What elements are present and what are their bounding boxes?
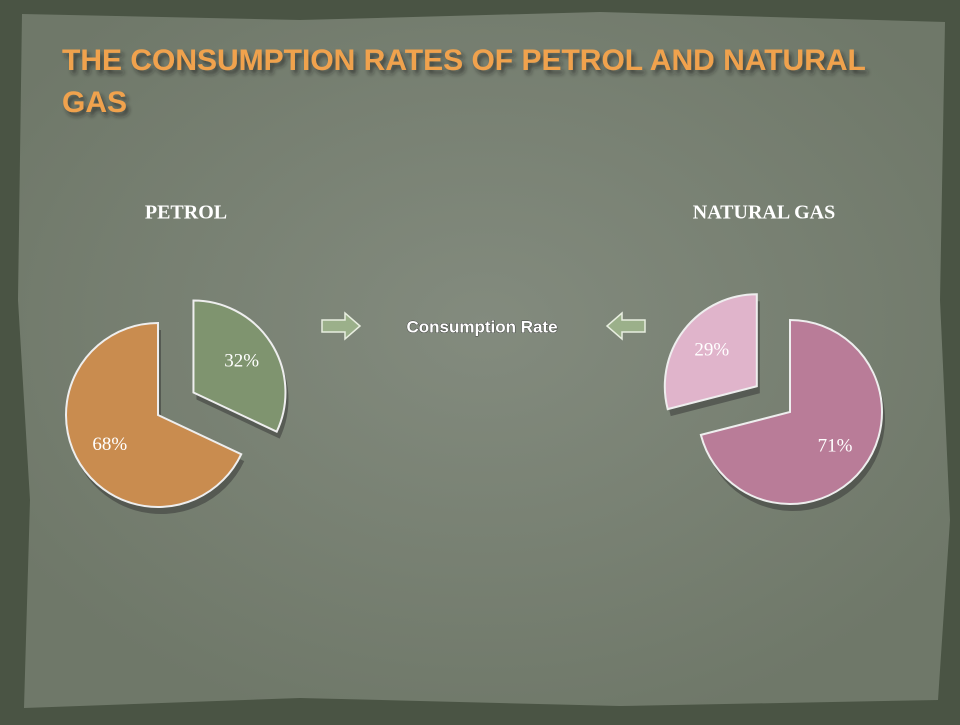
slice [699,318,883,505]
data-label: 71% [818,435,853,456]
data-label: 29% [694,340,729,361]
slide-title: THE CONSUMPTION RATES OF PETROL AND NATU… [62,44,874,119]
slice [65,321,243,508]
data-label: 32% [224,350,259,371]
arrow-left [605,311,646,341]
annotation: Consumption Rate [406,317,557,336]
chart-title: NATURAL GAS [693,202,835,224]
arrow-right [321,311,362,341]
chart-title: PETROL [145,202,227,224]
background-panel [18,12,950,708]
data-label: 68% [92,434,127,455]
arrows [321,311,646,341]
slice [192,299,287,433]
slice [663,293,758,411]
